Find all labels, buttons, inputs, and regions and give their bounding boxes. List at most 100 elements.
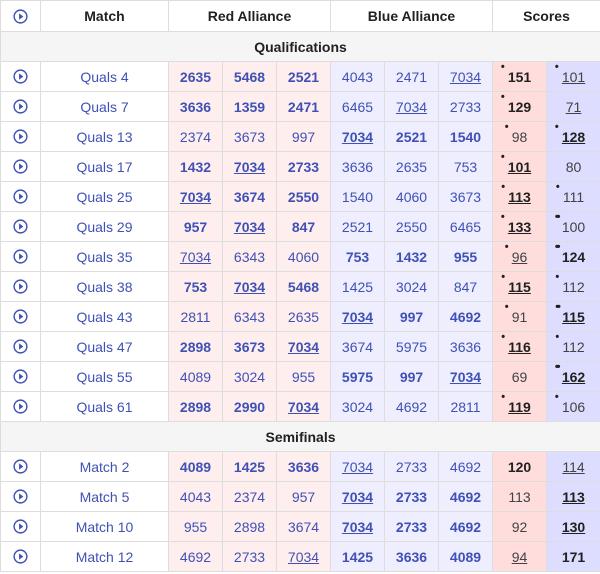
team-link[interactable]: 2733 (395, 518, 428, 535)
team-link[interactable]: 3024 (341, 398, 374, 415)
team-link[interactable]: 7034 (341, 128, 374, 145)
team-link[interactable]: 3673 (449, 188, 482, 205)
team-link[interactable]: 4060 (287, 248, 320, 265)
team-link[interactable]: 7034 (287, 548, 320, 565)
team-link[interactable]: 955 (453, 248, 478, 265)
team-link[interactable]: 2733 (233, 548, 266, 565)
team-link[interactable]: 1425 (341, 548, 374, 565)
team-link[interactable]: 7034 (341, 518, 374, 535)
match-link[interactable]: Quals 38 (76, 278, 133, 295)
team-link[interactable]: 6343 (233, 248, 266, 265)
team-link[interactable]: 2635 (287, 308, 320, 325)
team-link[interactable]: 753 (345, 248, 370, 265)
match-link[interactable]: Quals 13 (76, 128, 133, 145)
team-link[interactable]: 7034 (341, 308, 374, 325)
team-link[interactable]: 2521 (287, 68, 320, 85)
team-link[interactable]: 955 (291, 368, 316, 385)
team-link[interactable]: 2550 (395, 218, 428, 235)
team-link[interactable]: 1425 (341, 278, 374, 295)
team-link[interactable]: 2898 (179, 338, 212, 355)
match-link[interactable]: Match 2 (79, 458, 130, 475)
team-link[interactable]: 7034 (233, 218, 266, 235)
team-link[interactable]: 2374 (179, 128, 212, 145)
team-link[interactable]: 5468 (233, 68, 266, 85)
team-link[interactable]: 753 (183, 278, 208, 295)
team-link[interactable]: 3636 (179, 98, 212, 115)
team-link[interactable]: 7034 (449, 68, 482, 85)
team-link[interactable]: 2733 (287, 158, 320, 175)
watch-match-video-button[interactable] (12, 458, 29, 475)
team-link[interactable]: 957 (291, 488, 316, 505)
match-link[interactable]: Quals 47 (76, 338, 133, 355)
team-link[interactable]: 3673 (233, 338, 266, 355)
team-link[interactable]: 5468 (287, 278, 320, 295)
team-link[interactable]: 2471 (395, 68, 428, 85)
team-link[interactable]: 3024 (395, 278, 428, 295)
team-link[interactable]: 4060 (395, 188, 428, 205)
watch-match-video-button[interactable] (12, 518, 29, 535)
team-link[interactable]: 997 (399, 308, 424, 325)
team-link[interactable]: 6465 (341, 98, 374, 115)
team-link[interactable]: 2521 (341, 218, 374, 235)
team-link[interactable]: 4089 (179, 368, 212, 385)
team-link[interactable]: 4089 (179, 458, 212, 475)
match-link[interactable]: Quals 17 (76, 158, 133, 175)
watch-match-video-button[interactable] (12, 488, 29, 505)
team-link[interactable]: 2811 (180, 308, 211, 325)
team-link[interactable]: 2521 (395, 128, 428, 145)
team-link[interactable]: 7034 (449, 368, 482, 385)
watch-match-video-button[interactable] (12, 278, 29, 295)
team-link[interactable]: 3674 (287, 518, 320, 535)
team-link[interactable]: 7034 (395, 98, 428, 115)
team-link[interactable]: 2635 (395, 158, 428, 175)
team-link[interactable]: 1425 (233, 458, 266, 475)
team-link[interactable]: 3636 (395, 548, 428, 565)
team-link[interactable]: 955 (183, 518, 208, 535)
watch-match-video-button[interactable] (12, 188, 29, 205)
team-link[interactable]: 847 (291, 218, 316, 235)
team-link[interactable]: 1432 (179, 158, 212, 175)
team-link[interactable]: 2471 (287, 98, 320, 115)
team-link[interactable]: 3636 (449, 338, 482, 355)
match-link[interactable]: Match 12 (75, 548, 134, 565)
team-link[interactable]: 7034 (287, 338, 320, 355)
watch-match-video-button[interactable] (12, 548, 29, 565)
watch-match-video-button[interactable] (12, 368, 29, 385)
team-link[interactable]: 2374 (233, 488, 266, 505)
team-link[interactable]: 4692 (395, 398, 428, 415)
team-link[interactable]: 3673 (233, 128, 266, 145)
team-link[interactable]: 4692 (449, 488, 482, 505)
match-link[interactable]: Quals 43 (76, 308, 133, 325)
team-link[interactable]: 3636 (287, 458, 320, 475)
team-link[interactable]: 7034 (233, 278, 266, 295)
team-link[interactable]: 7034 (233, 158, 266, 175)
team-link[interactable]: 1359 (233, 98, 266, 115)
match-link[interactable]: Match 10 (75, 518, 134, 535)
team-link[interactable]: 2550 (287, 188, 320, 205)
team-link[interactable]: 7034 (287, 398, 320, 415)
match-link[interactable]: Quals 4 (80, 68, 129, 85)
watch-match-video-button[interactable] (12, 308, 29, 325)
match-link[interactable]: Quals 29 (76, 218, 133, 235)
team-link[interactable]: 2811 (450, 398, 481, 415)
match-link[interactable]: Quals 25 (76, 188, 133, 205)
team-link[interactable]: 4692 (449, 308, 482, 325)
team-link[interactable]: 7034 (179, 248, 212, 265)
watch-match-video-button[interactable] (12, 158, 29, 175)
team-link[interactable]: 2733 (395, 458, 428, 475)
team-link[interactable]: 3636 (341, 158, 374, 175)
team-link[interactable]: 957 (183, 218, 208, 235)
team-link[interactable]: 7034 (341, 488, 374, 505)
team-link[interactable]: 2898 (179, 398, 212, 415)
match-link[interactable]: Quals 35 (76, 248, 133, 265)
team-link[interactable]: 6343 (233, 308, 266, 325)
team-link[interactable]: 847 (453, 278, 478, 295)
watch-match-video-button[interactable] (12, 128, 29, 145)
match-link[interactable]: Quals 55 (76, 368, 133, 385)
watch-match-video-button[interactable] (12, 68, 29, 85)
team-link[interactable]: 3674 (233, 188, 266, 205)
team-link[interactable]: 5975 (395, 338, 428, 355)
team-link[interactable]: 2733 (395, 488, 428, 505)
watch-match-video-button[interactable] (12, 218, 29, 235)
watch-match-video-button[interactable] (12, 338, 29, 355)
